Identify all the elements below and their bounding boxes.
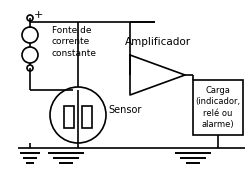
Text: Sensor: Sensor — [108, 105, 142, 115]
Circle shape — [50, 87, 106, 143]
Text: Carga
(indicador,
relé ou
alarme): Carga (indicador, relé ou alarme) — [196, 86, 240, 129]
Text: +: + — [33, 10, 43, 20]
Bar — [82, 106, 92, 128]
Circle shape — [27, 15, 33, 21]
Circle shape — [22, 27, 38, 43]
Text: Amplificador: Amplificador — [124, 37, 190, 47]
Bar — [193, 80, 243, 135]
Bar — [64, 106, 74, 128]
Text: Fonte de
corrente
constante: Fonte de corrente constante — [52, 26, 97, 58]
Circle shape — [22, 47, 38, 63]
Circle shape — [27, 65, 33, 71]
